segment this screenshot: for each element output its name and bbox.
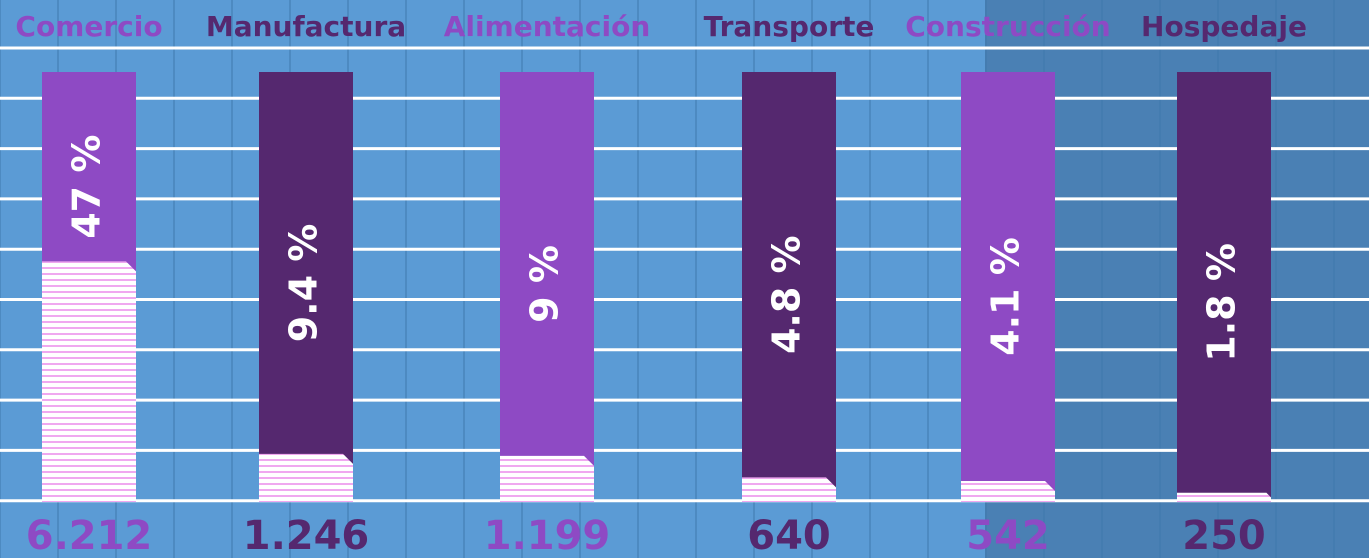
category-label: Comercio — [15, 10, 162, 43]
plot: 47 % Comercio 6.212 9.4 % Manufactura 1.246 9 … — [15, 10, 1307, 558]
value-label: 4.8 % — [765, 235, 809, 354]
value-label: 9 % — [523, 245, 567, 323]
bar — [42, 261, 136, 502]
category-label: Hospedaje — [1141, 10, 1307, 43]
column — [259, 72, 353, 502]
count-label: 542 — [966, 513, 1050, 558]
column — [500, 72, 594, 502]
column — [961, 72, 1055, 502]
bar — [742, 477, 836, 502]
category-label: Transporte — [704, 10, 875, 43]
value-label: 4.1 % — [984, 237, 1028, 356]
category-label: Construcción — [905, 10, 1110, 43]
value-label: 1.8 % — [1200, 243, 1244, 362]
bar — [1177, 492, 1271, 502]
count-label: 250 — [1182, 513, 1266, 558]
column — [1177, 72, 1271, 502]
bar — [500, 455, 594, 502]
bar — [259, 453, 353, 502]
category-label: Alimentación — [444, 10, 651, 43]
count-label: 6.212 — [26, 513, 153, 558]
value-label: 9.4 % — [282, 224, 326, 343]
value-label: 47 % — [65, 135, 109, 239]
column — [742, 72, 836, 502]
count-label: 1.199 — [484, 513, 611, 558]
bar — [961, 481, 1055, 502]
count-label: 1.246 — [243, 513, 370, 558]
category-label: Manufactura — [206, 10, 406, 43]
count-label: 640 — [747, 513, 831, 558]
